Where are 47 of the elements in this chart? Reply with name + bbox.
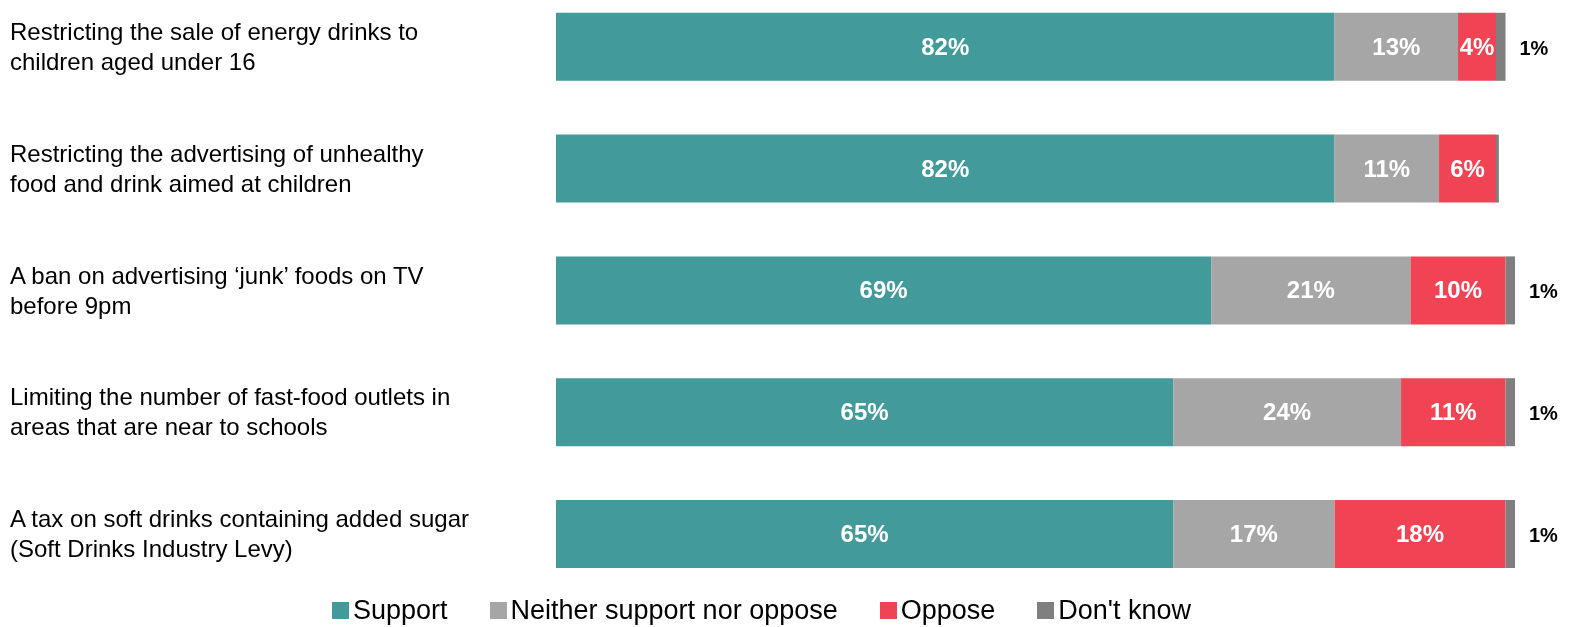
bar <box>1211 256 1411 325</box>
bar <box>1505 378 1515 447</box>
legend-label: Support <box>351 595 448 626</box>
y-tick-label: A tax on soft drinks containing added sugar (Soft Drinks Industry Levy) <box>10 505 469 563</box>
bar <box>556 500 1174 568</box>
data-label: 6% <box>1450 154 1485 182</box>
data-label: 18% <box>1396 520 1445 547</box>
data-label: 1% <box>1529 280 1559 303</box>
bar <box>1334 500 1506 568</box>
bar <box>556 378 1174 447</box>
data-label: 69% <box>859 276 908 304</box>
bar <box>556 256 1212 325</box>
data-label: 13% <box>1372 32 1421 60</box>
data-label: 1% <box>1529 524 1559 546</box>
bar <box>1334 12 1459 81</box>
data-label: 82% <box>921 32 970 60</box>
data-label: 1% <box>1529 402 1559 425</box>
bar <box>1496 134 1499 203</box>
y-tick-label: Limiting the number of fast-food outlets in areas that are near to schools <box>10 383 451 441</box>
bar <box>556 134 1335 203</box>
data-label: 1% <box>1519 36 1549 59</box>
legend-label: Neither support nor oppose <box>509 595 838 626</box>
data-label: 11% <box>1363 154 1411 182</box>
data-label: 21% <box>1286 276 1335 304</box>
bar <box>1401 378 1506 447</box>
bar <box>1496 12 1506 81</box>
bar <box>1439 134 1497 203</box>
bar <box>1410 256 1506 325</box>
legend-label: Oppose <box>899 595 996 626</box>
data-label: 10% <box>1434 276 1483 304</box>
data-label: 17% <box>1229 520 1278 547</box>
data-label: 65% <box>840 398 889 426</box>
y-tick-label: Restricting the advertising of unhealthy food and drink aimed at children <box>10 139 424 197</box>
legend-label: Don't know <box>1057 595 1192 626</box>
data-label: 24% <box>1263 398 1312 426</box>
y-tick-label: Restricting the sale of energy drinks to children aged under 16 <box>10 17 419 75</box>
data-label: 65% <box>840 520 889 547</box>
y-tick-label: A ban on advertising ‘junk’ foods on TV before 9pm <box>10 261 424 319</box>
data-label: 4% <box>1459 32 1495 60</box>
bar <box>1505 256 1515 325</box>
bar <box>1173 500 1335 568</box>
data-label: 11% <box>1429 398 1477 426</box>
bar <box>1505 500 1515 568</box>
bar <box>556 12 1335 81</box>
bar <box>1334 134 1440 203</box>
data-label: 82% <box>921 154 970 182</box>
bar <box>1173 378 1402 447</box>
